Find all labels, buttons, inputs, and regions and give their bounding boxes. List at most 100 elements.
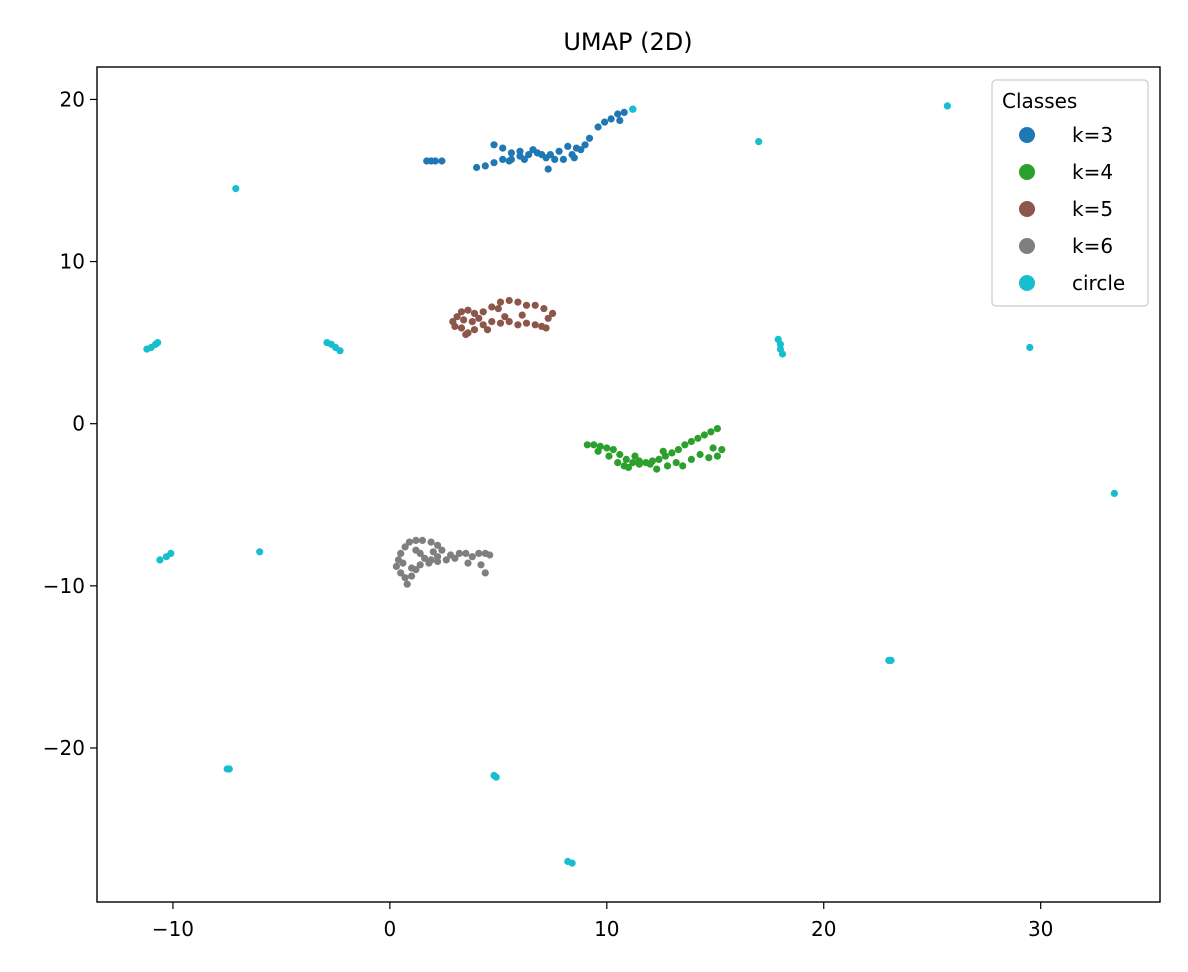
data-point: [408, 564, 416, 572]
data-point: [705, 454, 713, 462]
data-point: [755, 138, 763, 146]
data-point: [531, 321, 539, 329]
data-point: [564, 142, 572, 150]
legend-marker: [1019, 164, 1035, 180]
data-point: [399, 559, 407, 567]
legend-marker: [1019, 275, 1035, 291]
data-point: [549, 309, 557, 317]
data-point: [555, 147, 563, 155]
data-point: [694, 434, 702, 442]
data-point: [585, 134, 594, 142]
data-point: [581, 141, 589, 149]
legend-label: k=6: [1072, 234, 1113, 258]
data-point: [401, 574, 409, 582]
data-point: [544, 314, 552, 322]
data-point: [594, 123, 602, 131]
data-point: [475, 549, 483, 558]
data-point: [481, 162, 489, 170]
data-point: [479, 308, 487, 316]
data-point: [462, 549, 470, 558]
data-point: [507, 149, 515, 157]
data-point: [614, 110, 622, 118]
data-point: [488, 318, 496, 326]
data-point: [442, 556, 450, 564]
data-point: [572, 144, 581, 152]
data-point: [473, 163, 481, 172]
data-point: [609, 446, 617, 454]
data-point: [1026, 343, 1034, 352]
x-tick-label: 30: [1028, 917, 1053, 941]
data-point: [516, 147, 524, 155]
data-point: [453, 313, 461, 321]
data-point: [468, 318, 476, 326]
data-point: [672, 459, 680, 467]
data-point: [336, 347, 344, 355]
legend-title: Classes: [1002, 89, 1077, 113]
data-point: [464, 306, 472, 314]
data-point: [405, 538, 413, 546]
data-point: [412, 536, 420, 545]
data-point: [603, 444, 611, 452]
data-point: [483, 326, 492, 334]
legend-marker: [1019, 201, 1035, 217]
data-point: [232, 185, 240, 193]
data-point: [520, 155, 529, 163]
data-point: [256, 548, 264, 556]
data-point: [709, 444, 717, 452]
data-point: [408, 572, 416, 580]
data-point: [713, 452, 722, 460]
data-point: [687, 455, 696, 463]
data-point: [620, 108, 628, 116]
legend-label: circle: [1072, 271, 1125, 295]
legend-label: k=4: [1072, 160, 1113, 184]
data-point: [674, 446, 683, 454]
legend: Classes k=3 k=4 k=5 k=6 circle: [991, 79, 1149, 307]
data-point: [486, 551, 494, 559]
data-point: [492, 773, 500, 781]
data-point: [663, 462, 672, 470]
data-point: [583, 441, 591, 449]
data-point: [887, 656, 895, 665]
legend-marker: [1019, 238, 1035, 254]
data-point: [700, 431, 709, 439]
data-point: [438, 546, 446, 554]
data-point: [397, 549, 405, 558]
data-point: [525, 151, 533, 159]
data-point: [681, 441, 689, 449]
plot-frame: [96, 66, 1161, 903]
data-point: [590, 441, 598, 449]
y-axis: −20 −10 0 10 20: [43, 87, 97, 760]
y-tick-label: −10: [43, 574, 85, 598]
data-point: [679, 462, 687, 470]
data-point: [707, 428, 715, 436]
data-point: [397, 569, 405, 577]
data-point: [496, 319, 505, 327]
legend-label: k=3: [1072, 123, 1113, 147]
x-tick-label: 0: [384, 917, 397, 941]
data-point: [451, 322, 459, 330]
data-point: [559, 155, 568, 163]
data-point: [412, 546, 420, 554]
data-point: [713, 425, 722, 433]
data-point: [457, 324, 466, 332]
data-point: [622, 455, 630, 463]
data-point: [505, 157, 513, 165]
data-point: [455, 549, 463, 558]
data-point: [416, 561, 424, 569]
data-point: [490, 141, 498, 149]
x-axis: −10 0 10 20 30: [152, 902, 1053, 941]
data-point: [154, 339, 162, 347]
data-point: [616, 450, 624, 459]
data-point: [457, 308, 466, 316]
data-point: [496, 298, 505, 306]
data-point: [499, 155, 507, 163]
data-point: [778, 350, 787, 358]
data-point: [542, 324, 550, 332]
data-point: [570, 154, 578, 162]
data-point: [655, 455, 663, 463]
y-tick-label: 10: [60, 250, 85, 274]
data-point: [462, 330, 470, 339]
data-point: [522, 301, 531, 309]
